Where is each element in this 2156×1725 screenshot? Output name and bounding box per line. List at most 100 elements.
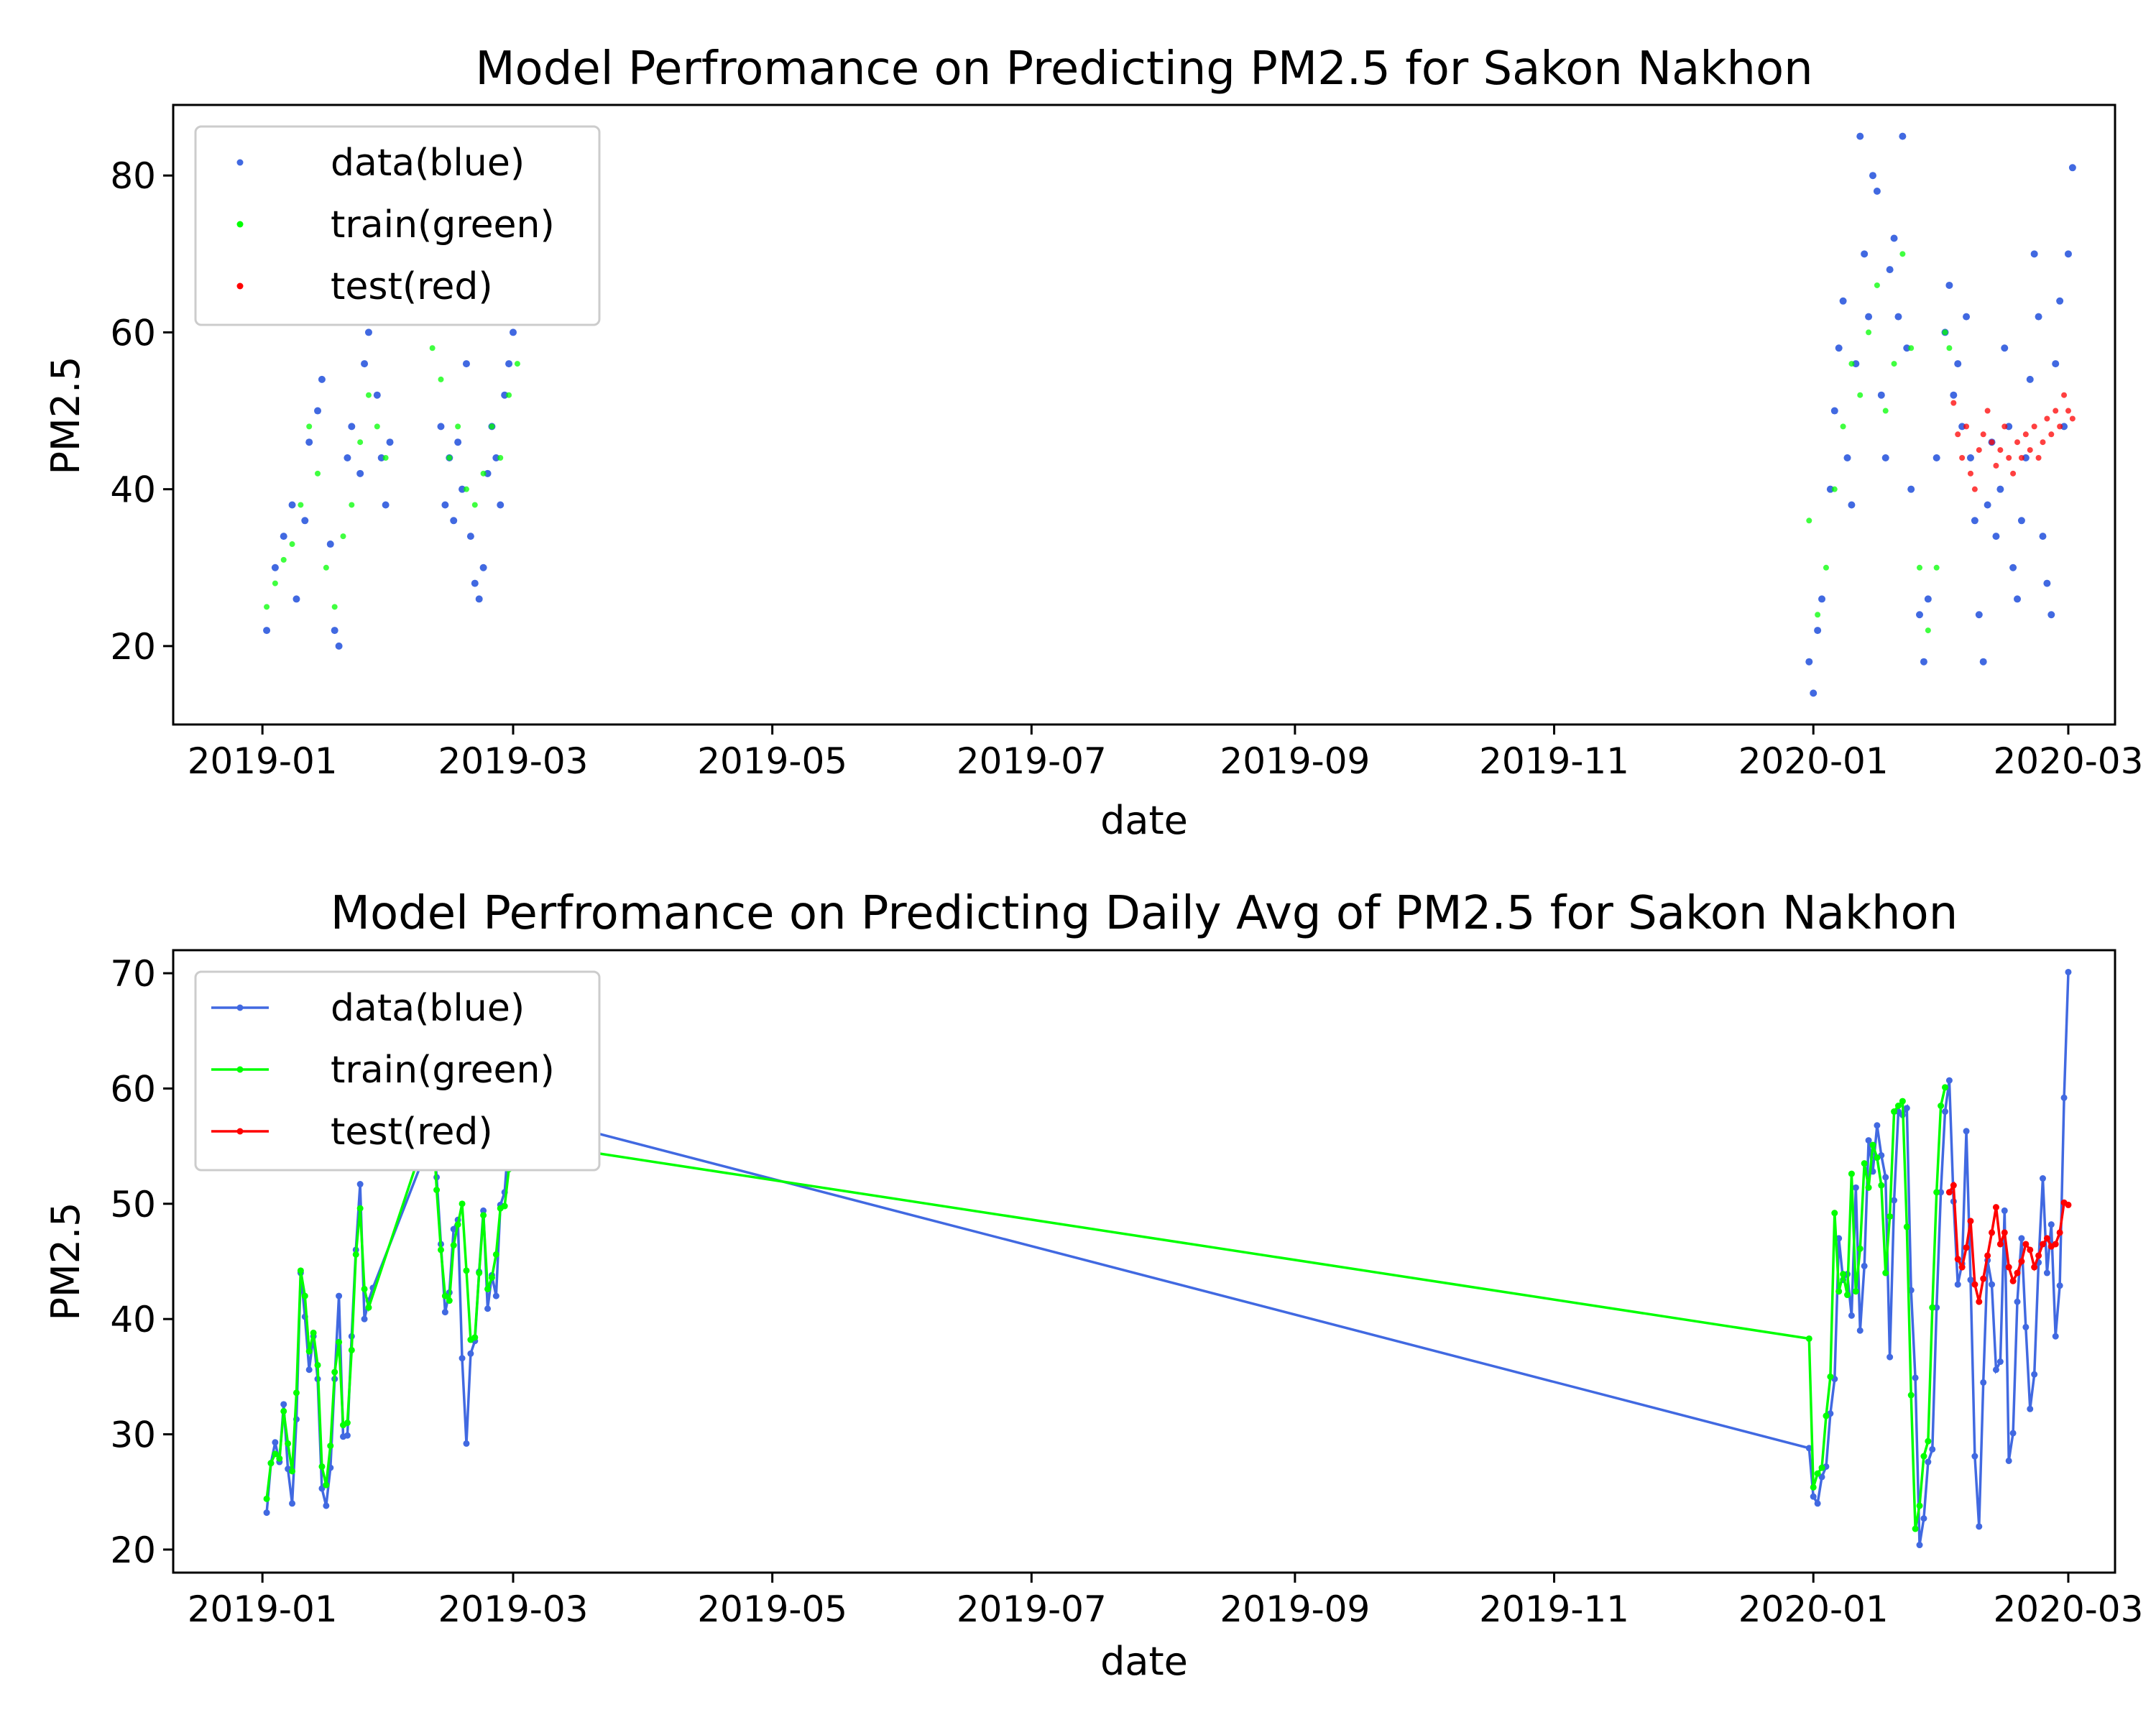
data-point [1882,408,1889,414]
data-point [1869,1141,1876,1149]
data-point [344,1432,351,1439]
data-point [331,627,338,635]
data-point [289,1500,296,1507]
data-point [298,502,304,508]
data-point [492,1292,499,1300]
data-point [437,1246,444,1254]
data-point [1979,658,1987,666]
data-point [1907,485,1915,493]
data-point [314,407,322,415]
data-point [357,439,364,446]
data-point [1878,1182,1885,1189]
data-point [1844,1292,1851,1299]
data-point [2035,313,2042,321]
data-point [1903,1105,1910,1112]
y-tick-label: 80 [110,155,156,197]
data-point [326,540,334,548]
data-point [480,1212,487,1219]
x-tick-label: 2019-05 [697,1588,847,1630]
data-point [1989,1281,1996,1288]
y-tick-label: 70 [110,953,156,995]
legend-item-test: test(red) [236,265,493,308]
data-point [331,604,338,610]
data-point [488,1274,495,1281]
data-point [1976,447,1982,454]
data-point [1912,1525,1919,1532]
data-point [1942,329,1948,336]
data-point [438,376,444,382]
data-point [2060,423,2068,431]
data-point [2027,1405,2034,1412]
data-point [441,1292,448,1300]
data-point [1861,250,1869,258]
data-point [1830,407,1838,415]
data-marks [263,968,2072,1549]
data-point [272,1450,279,1458]
data-point [1856,1245,1864,1252]
data-point [471,579,479,587]
legend-label: test(red) [331,1110,493,1154]
x-tick-label: 2019-07 [957,1588,1107,1630]
data-point [1925,1438,1932,1445]
legend-item-train: train(green) [236,203,555,247]
data-point [475,595,483,603]
axis-ticks: 2019-01 2019-03 2019-05 2019-07 2019-09 2019-… [110,155,2143,782]
data-point [1954,1281,1961,1288]
data-point [446,1297,453,1305]
legend: data(blue) train(green) test(red) [194,970,601,1172]
data-point [2022,1323,2030,1330]
y-tick-label: 60 [110,312,156,354]
data-point [377,454,385,462]
chart-title: Model Perfromance on Predicting Daily Av… [331,887,1958,940]
legend-marker [236,1066,244,1073]
data-point [1903,344,1911,352]
data-point [2040,439,2046,446]
data-point [1929,1445,1936,1453]
data-point [336,1338,343,1346]
data-point [1857,392,1864,398]
data-point [505,360,513,368]
data-point [455,423,461,430]
legend-item-train: train(green) [211,1049,555,1092]
data-point [2018,1258,2025,1265]
data-point [348,1346,355,1353]
chart-title: Model Perfromance on Predicting PM2.5 fo… [475,42,1812,96]
data-point [1848,361,1855,367]
data-point [446,455,453,461]
x-tick-label: 2020-03 [1994,1588,2144,1630]
data-point [1945,1077,1953,1084]
x-tick-label: 2020-01 [1738,1588,1889,1630]
data-point [2026,375,2034,383]
data-point [1954,1256,1961,1263]
plot-frame [172,949,2116,1574]
data-point [1891,361,1897,367]
data-point [1996,1241,2004,1248]
data-point [1810,689,1818,697]
data-point [501,1202,508,1210]
data-point [271,564,279,571]
data-point [2031,1371,2038,1378]
data-point [356,1181,364,1188]
data-point [1899,1098,1906,1105]
data-point [1805,658,1813,666]
data-point [1996,485,2004,493]
data-point [1814,1500,1821,1507]
data-point [1967,470,1973,477]
data-point [484,1285,492,1292]
data-point [463,1440,470,1447]
data-point [356,469,364,477]
data-point [1903,1223,1910,1230]
data-point [1963,1244,1970,1251]
data-point [1920,658,1927,666]
data-point [2047,1221,2055,1228]
legend-label: test(red) [331,265,493,308]
data-point [323,564,329,571]
y-tick-label: 50 [110,1184,156,1225]
data-point [1967,1218,1974,1225]
data-point [1942,1084,1949,1091]
data-point [2056,297,2064,305]
data-point [1840,1271,1847,1278]
x-tick-label: 2019-11 [1479,740,1629,782]
data-point [1916,611,1924,619]
legend-label: train(green) [331,203,555,247]
